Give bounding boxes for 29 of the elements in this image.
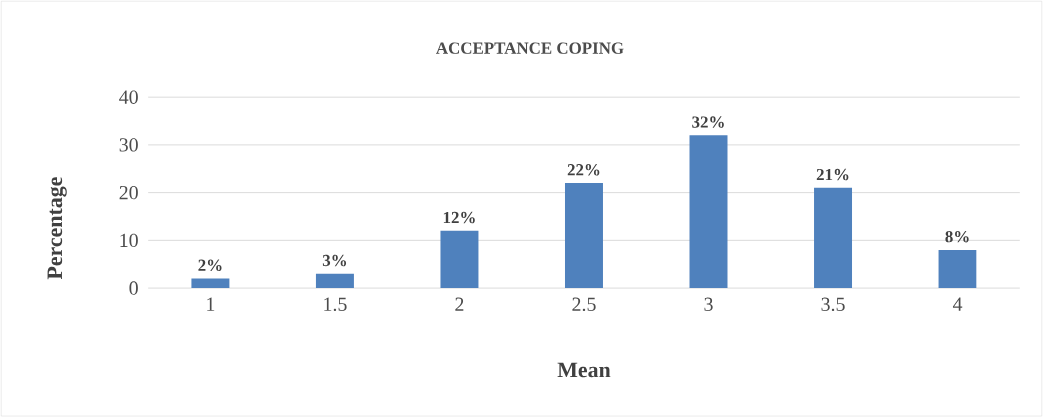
x-tick-label: 1.5 bbox=[324, 297, 347, 311]
bar bbox=[315, 273, 354, 288]
chart-title: ACCEPTANCE COPING bbox=[436, 42, 624, 54]
bar bbox=[191, 278, 230, 288]
x-tick-label: 2 bbox=[455, 297, 464, 311]
data-label: 22% bbox=[567, 163, 600, 176]
data-label: 21% bbox=[816, 168, 849, 181]
y-tick-label: 10 bbox=[120, 233, 138, 247]
data-label: 3% bbox=[322, 254, 347, 267]
y-tick-label: 40 bbox=[119, 90, 138, 104]
y-tick-label: 30 bbox=[119, 138, 138, 152]
data-label: 12% bbox=[443, 211, 475, 224]
bar bbox=[689, 135, 728, 288]
bar bbox=[564, 182, 603, 288]
data-label: 32% bbox=[692, 116, 724, 128]
bar bbox=[938, 249, 977, 288]
y-tick-label: 0 bbox=[129, 281, 138, 295]
data-label: 8% bbox=[945, 230, 969, 243]
y-axis-title: Percentage bbox=[47, 177, 67, 280]
x-tick-label: 3 bbox=[704, 297, 713, 311]
data-label: 2% bbox=[198, 259, 222, 271]
bar bbox=[814, 187, 853, 288]
x-tick-label: 2.5 bbox=[572, 297, 596, 311]
x-tick-label: 3.5 bbox=[821, 297, 845, 311]
x-tick-label: 1 bbox=[207, 297, 215, 311]
y-tick-label: 20 bbox=[119, 185, 138, 200]
x-tick-label: 4 bbox=[952, 297, 963, 311]
bar bbox=[440, 230, 479, 288]
x-axis-title: Mean bbox=[557, 362, 611, 378]
